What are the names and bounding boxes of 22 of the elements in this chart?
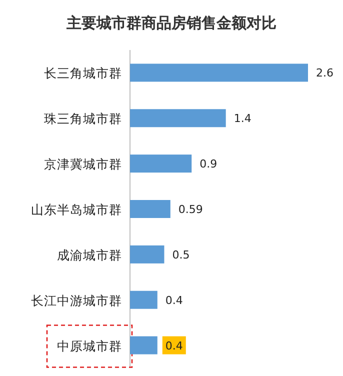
y-tick-label: 成渝城市群 <box>57 247 122 262</box>
bar <box>130 245 164 264</box>
y-tick-label: 中原城市群 <box>57 338 122 354</box>
data-label: 0.4 <box>165 339 183 352</box>
data-label: 0.59 <box>178 203 203 216</box>
y-tick-label: 长三角城市群 <box>44 66 122 81</box>
data-label: 0.5 <box>172 248 190 262</box>
data-label: 0.4 <box>165 294 183 307</box>
bar <box>130 154 192 173</box>
y-tick-label: 京津冀城市群 <box>44 156 122 172</box>
bar <box>130 200 170 218</box>
y-tick-label: 长江中游城市群 <box>31 292 122 308</box>
y-tick-label: 珠三角城市群 <box>44 111 122 126</box>
bar <box>130 336 158 354</box>
chart-title: 主要城市群商品房销售金额对比 <box>66 14 276 32</box>
data-label: 1.4 <box>234 112 252 126</box>
bar <box>130 290 158 309</box>
bar <box>130 64 308 82</box>
data-label: 0.9 <box>200 158 218 171</box>
bar <box>130 109 226 128</box>
y-tick-label: 山东半岛城市群 <box>31 202 122 217</box>
data-label: 2.6 <box>316 66 334 80</box>
